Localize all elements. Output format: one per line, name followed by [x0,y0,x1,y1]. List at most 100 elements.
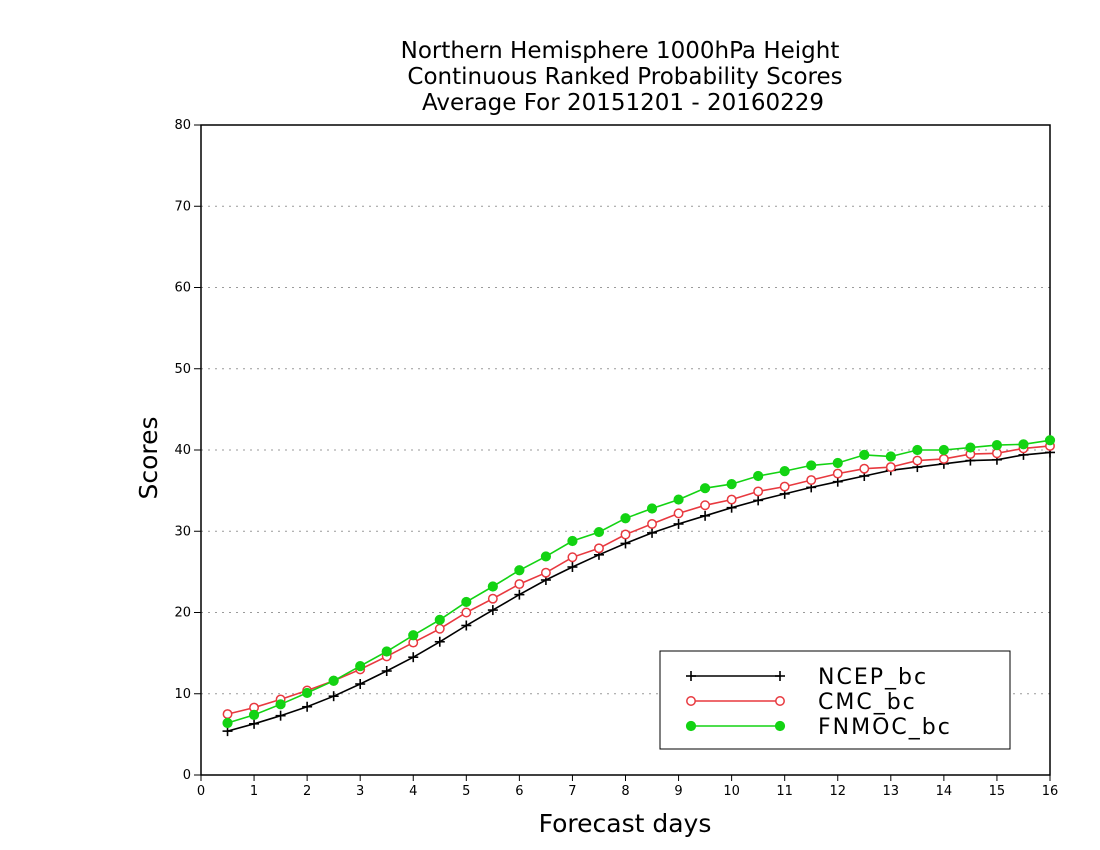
series-cmc-bc [222,440,1055,720]
data-point-plus [686,671,696,681]
data-point-plus [775,671,785,681]
data-point-dot [685,720,697,732]
data-series [222,435,1056,737]
data-point-circle [806,475,817,486]
data-point-circle [726,494,737,505]
data-point-circle [859,463,870,474]
data-point-dot [461,596,472,608]
y-tick-label: 70 [174,199,191,214]
data-point-circle [885,462,896,473]
x-tick-label: 10 [723,784,740,799]
data-point-dot [779,466,790,477]
data-point-circle [594,543,604,554]
data-point-plus [355,679,366,689]
x-tick-label: 2 [303,784,311,799]
y-tick-label: 50 [174,362,191,377]
x-tick-label: 6 [515,784,523,799]
data-point-plus [328,691,339,702]
data-point-dot [832,457,843,469]
data-point-plus [434,636,445,647]
x-tick-label: 8 [621,784,629,799]
data-point-plus [302,701,313,712]
data-point-dot [938,444,949,456]
data-point-dot [726,479,737,490]
y-axis-label: Scores [134,416,163,499]
data-point-dot [646,503,658,514]
data-point-dot [540,551,552,562]
data-point-circle [540,567,551,578]
x-tick-label: 7 [568,784,576,799]
data-point-plus [700,510,711,521]
data-point-plus [487,605,498,616]
data-point-circle [700,500,711,511]
data-point-plus [620,538,631,549]
data-point-circle [567,552,578,563]
data-point-dot [912,444,923,456]
legend-box [659,650,1011,750]
data-point-plus [647,527,658,538]
chart-title-line-2: Continuous Ranked Probability Scores [407,64,842,90]
y-tick-label: 20 [174,606,191,621]
data-point-circle [832,468,843,479]
data-point-dot [774,720,786,732]
series-fnmoc-bc [222,435,1056,729]
data-point-dot [514,565,525,576]
data-point-plus [461,620,472,631]
data-point-circle [647,518,657,529]
data-point-dot [753,470,764,482]
x-tick-label: 4 [409,784,417,799]
y-axis-ticks: 0 10 20 30 40 50 60 70 80 [174,118,201,783]
data-point-circle [514,579,525,590]
data-point-dot [487,581,498,592]
x-tick-label: 0 [197,784,205,799]
data-point-dot [248,709,260,720]
data-point-dot [434,614,445,625]
data-point-dot [699,483,711,494]
x-tick-label: 1 [250,784,258,799]
data-point-plus [753,495,764,506]
legend-item-ncep-bc: NCEP_bc [686,665,928,690]
data-point-dot [620,513,631,524]
x-tick-label: 11 [776,784,793,799]
x-tick-label: 16 [1042,784,1059,799]
data-point-plus [514,589,525,600]
data-point-circle [434,623,445,634]
data-point-dot [355,661,366,672]
data-point-dot [1044,435,1056,446]
data-point-circle [620,529,631,540]
x-tick-label: 3 [356,784,364,799]
data-point-dot [567,535,578,547]
y-tick-label: 40 [174,443,191,458]
legend-label: CMC_bc [818,690,917,715]
data-point-plus [381,666,392,676]
chart-title-line-1: Northern Hemisphere 1000hPa Height [401,38,840,64]
data-point-plus [249,718,260,729]
x-tick-label: 12 [829,784,846,799]
data-point-dot [991,440,1003,451]
legend-item-cmc-bc: CMC_bc [686,690,917,715]
x-tick-label: 15 [989,784,1006,799]
data-point-circle [222,709,233,720]
data-point-dot [885,451,896,462]
x-axis-ticks: 0 1 2 3 4 5 6 7 8 9 10 11 12 13 14 15 16 [197,775,1058,799]
data-point-circle [938,453,949,464]
y-tick-label: 10 [174,687,191,702]
data-point-dot [275,699,286,710]
y-tick-label: 30 [174,524,191,539]
data-point-plus [408,652,419,663]
x-tick-label: 9 [674,784,682,799]
x-tick-label: 5 [462,784,470,799]
data-point-plus [673,518,684,529]
data-point-dot [408,630,419,641]
data-point-circle [775,696,785,706]
y-tick-label: 80 [174,118,191,133]
legend-label: NCEP_bc [818,665,928,690]
data-point-dot [593,526,605,538]
data-point-circle [673,508,684,519]
data-point-dot [806,460,817,471]
data-point-dot [302,687,313,699]
data-point-plus [567,562,578,572]
data-point-dot [222,717,233,729]
